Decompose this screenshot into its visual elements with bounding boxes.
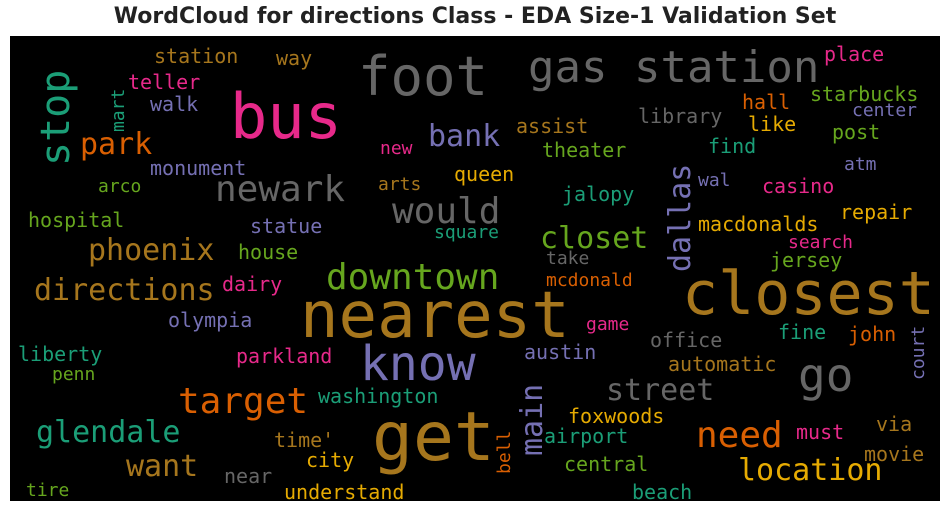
word-repair: repair bbox=[840, 200, 913, 224]
word-library: library bbox=[638, 104, 723, 128]
word-john: john bbox=[848, 322, 897, 346]
word-statue: statue bbox=[250, 214, 323, 238]
word-dairy: dairy bbox=[222, 272, 283, 296]
chart-title: WordCloud for directions Class - EDA Siz… bbox=[113, 4, 837, 29]
word-new: new bbox=[380, 138, 413, 159]
word-foot: foot bbox=[358, 45, 489, 108]
word-must: must bbox=[796, 420, 845, 444]
word-central: central bbox=[564, 452, 649, 476]
word-teller: teller bbox=[128, 70, 201, 94]
word-center: center bbox=[852, 100, 918, 121]
word-newark: newark bbox=[215, 169, 346, 210]
word-post: post bbox=[832, 120, 881, 144]
word-starbucks: starbucks bbox=[810, 82, 919, 106]
word-park: park bbox=[80, 127, 153, 162]
word-bus: bus bbox=[230, 80, 342, 153]
word-time: time' bbox=[274, 428, 335, 452]
word-hospital: hospital bbox=[28, 208, 125, 232]
word-nearest: nearest bbox=[300, 279, 570, 353]
word-glendale: glendale bbox=[36, 415, 181, 450]
word-closest: closest bbox=[682, 259, 935, 329]
word-target: target bbox=[178, 381, 309, 422]
word-take: take bbox=[546, 248, 590, 269]
word-wal: wal bbox=[698, 170, 731, 191]
word-go: go bbox=[798, 348, 854, 402]
word-like: like bbox=[748, 112, 797, 136]
word-need: need bbox=[696, 415, 783, 456]
word-monument: monument bbox=[150, 156, 247, 180]
word-movie: movie bbox=[864, 442, 925, 466]
word-search: search bbox=[788, 232, 854, 253]
word-find: find bbox=[708, 134, 757, 158]
word-station: station bbox=[154, 44, 239, 68]
word-gas-station: gas station bbox=[528, 42, 820, 93]
word-place: place bbox=[824, 42, 885, 66]
word-get: get bbox=[372, 398, 495, 477]
word-queen: queen bbox=[454, 162, 515, 186]
word-parkland: parkland bbox=[236, 344, 333, 368]
word-jalopy: jalopy bbox=[562, 182, 635, 206]
word-atm: atm bbox=[844, 154, 877, 175]
word-arco: arco bbox=[98, 176, 142, 197]
word-court: court bbox=[908, 325, 929, 380]
word-mcdonald: mcdonald bbox=[546, 270, 633, 291]
word-foxwoods: foxwoods bbox=[568, 404, 665, 428]
word-downtown: downtown bbox=[326, 257, 500, 298]
word-understand: understand bbox=[284, 480, 405, 501]
word-office: office bbox=[650, 328, 723, 352]
word-dallas: dallas bbox=[663, 163, 698, 272]
word-directions: directions bbox=[34, 273, 215, 308]
word-way: way bbox=[276, 46, 313, 70]
word-house: house bbox=[238, 240, 299, 264]
word-washington: washington bbox=[318, 384, 439, 408]
word-hall: hall bbox=[742, 90, 791, 114]
word-cloud: nearest closest get bus foot gas station… bbox=[10, 36, 940, 501]
word-phoenix: phoenix bbox=[88, 233, 215, 268]
word-automatic: automatic bbox=[668, 352, 777, 376]
word-mart: mart bbox=[108, 88, 129, 132]
word-closet: closet bbox=[540, 221, 649, 256]
word-liberty: liberty bbox=[18, 342, 103, 366]
word-beach: beach bbox=[632, 480, 693, 501]
word-olympia: olympia bbox=[168, 308, 253, 332]
word-location: location bbox=[738, 453, 883, 488]
word-stop: stop bbox=[33, 69, 79, 166]
word-want: want bbox=[126, 449, 199, 484]
word-bell: bell bbox=[494, 430, 515, 474]
word-penn: penn bbox=[52, 364, 96, 385]
word-square: square bbox=[434, 222, 500, 243]
word-macdonalds: macdonalds bbox=[698, 212, 819, 236]
word-street: street bbox=[606, 373, 715, 408]
word-via: via bbox=[876, 412, 913, 436]
word-arts: arts bbox=[378, 174, 422, 195]
word-game: game bbox=[586, 314, 630, 335]
word-tire: tire bbox=[26, 480, 70, 501]
word-walk: walk bbox=[150, 92, 199, 116]
word-theater: theater bbox=[542, 138, 627, 162]
word-bank: bank bbox=[428, 119, 501, 154]
word-know: know bbox=[360, 336, 476, 392]
word-assist: assist bbox=[516, 114, 589, 138]
word-austin: austin bbox=[524, 340, 597, 364]
word-near: near bbox=[224, 464, 273, 488]
word-would: would bbox=[392, 191, 501, 232]
word-jersey: jersey bbox=[770, 248, 843, 272]
word-fine: fine bbox=[778, 320, 827, 344]
word-casino: casino bbox=[762, 174, 835, 198]
word-city: city bbox=[306, 448, 355, 472]
word-airport: airport bbox=[544, 424, 629, 448]
